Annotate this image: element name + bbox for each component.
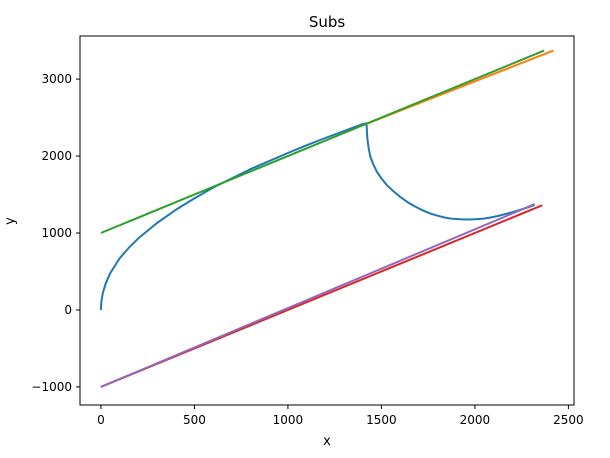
series-layer: [99, 49, 554, 388]
y-axis-label: y: [3, 217, 18, 225]
x-tick-label: 1000: [273, 413, 304, 427]
y-tick-label: 3000: [41, 72, 72, 86]
series-line-3: [100, 49, 545, 234]
series-line-5: [100, 203, 536, 388]
y-tick-label: 0: [64, 303, 72, 317]
x-tick-label: 2500: [553, 413, 584, 427]
y-tick-label: 2000: [41, 149, 72, 163]
y-tick-label: −1000: [31, 380, 72, 394]
plot-area: [79, 35, 575, 406]
x-tick-label: 500: [183, 413, 206, 427]
y-axis: −1000 0 1000 2000 3000: [31, 72, 80, 394]
y-tick-label: 1000: [41, 226, 72, 240]
series-line-1: [99, 122, 536, 311]
axes-frame: [79, 35, 575, 406]
x-axis: 0 500 1000 1500 2000 2500: [97, 405, 584, 427]
x-tick-label: 1500: [366, 413, 397, 427]
x-tick-label: 0: [97, 413, 105, 427]
chart-title: Subs: [309, 13, 346, 31]
x-axis-label: x: [323, 434, 331, 449]
x-tick-label: 2000: [460, 413, 491, 427]
